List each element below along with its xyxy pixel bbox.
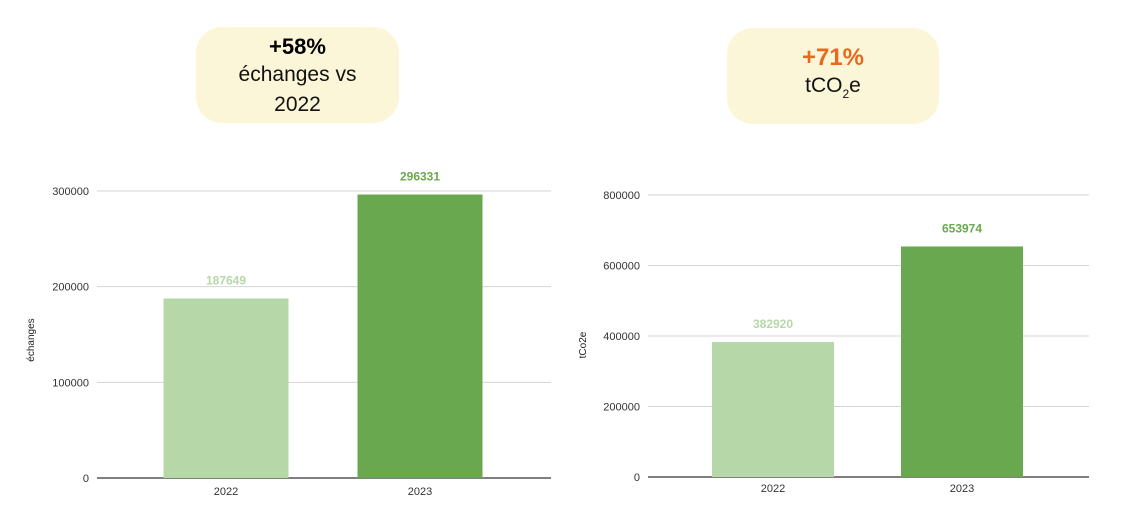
chart2-ytick-label: 400000	[603, 331, 640, 343]
chart1-ytick-label: 200000	[52, 282, 89, 294]
chart1-ylabel: échanges	[26, 318, 37, 361]
chart1-ytick-label: 0	[83, 473, 89, 485]
chart1-data-label-2023: 296331	[400, 170, 440, 184]
badge-right: +71% tCO2e	[727, 28, 939, 124]
chart2-bar-2023	[901, 246, 1023, 477]
badge-right-text-sub: 2	[842, 87, 850, 101]
chart2-data-label-2023: 653974	[942, 221, 982, 235]
badge-right-percent: +71%	[801, 44, 865, 71]
chart2-xtick-label-2022: 2022	[761, 483, 785, 495]
chart1-xtick-label-2022: 2022	[214, 486, 238, 498]
chart1-ytick-label: 100000	[52, 377, 89, 389]
chart1-bar-2023	[357, 194, 483, 478]
badge-left-percent: +58%	[269, 34, 326, 59]
chart2-ylabel: tCo2e	[578, 331, 589, 358]
badge-right-text: tCO2e	[727, 74, 939, 101]
badge-right-text-main: tCO	[805, 74, 843, 97]
chart2-ytick-label: 200000	[603, 402, 640, 414]
chart2-ytick-label: 800000	[603, 190, 640, 202]
chart2-xtick-label-2023: 2023	[950, 483, 974, 495]
badge-left-line1: échanges vs	[238, 63, 357, 86]
chart1-ytick-label: 300000	[52, 186, 89, 198]
chart2-ytick-label: 0	[634, 472, 640, 484]
badge-right-text-end: e	[849, 74, 861, 97]
badge-left-line2: 2022	[274, 93, 321, 116]
chart1-data-label-2022: 187649	[206, 273, 246, 287]
chart1-xtick-label-2023: 2023	[408, 486, 432, 498]
chart2-data-label-2022: 382920	[753, 317, 793, 331]
chart2-ytick-label: 600000	[603, 261, 640, 273]
badge-left: +58% échanges vs 2022	[196, 27, 399, 123]
chart1-bar-2022	[163, 298, 289, 478]
chart2-bar-2022	[712, 342, 834, 477]
